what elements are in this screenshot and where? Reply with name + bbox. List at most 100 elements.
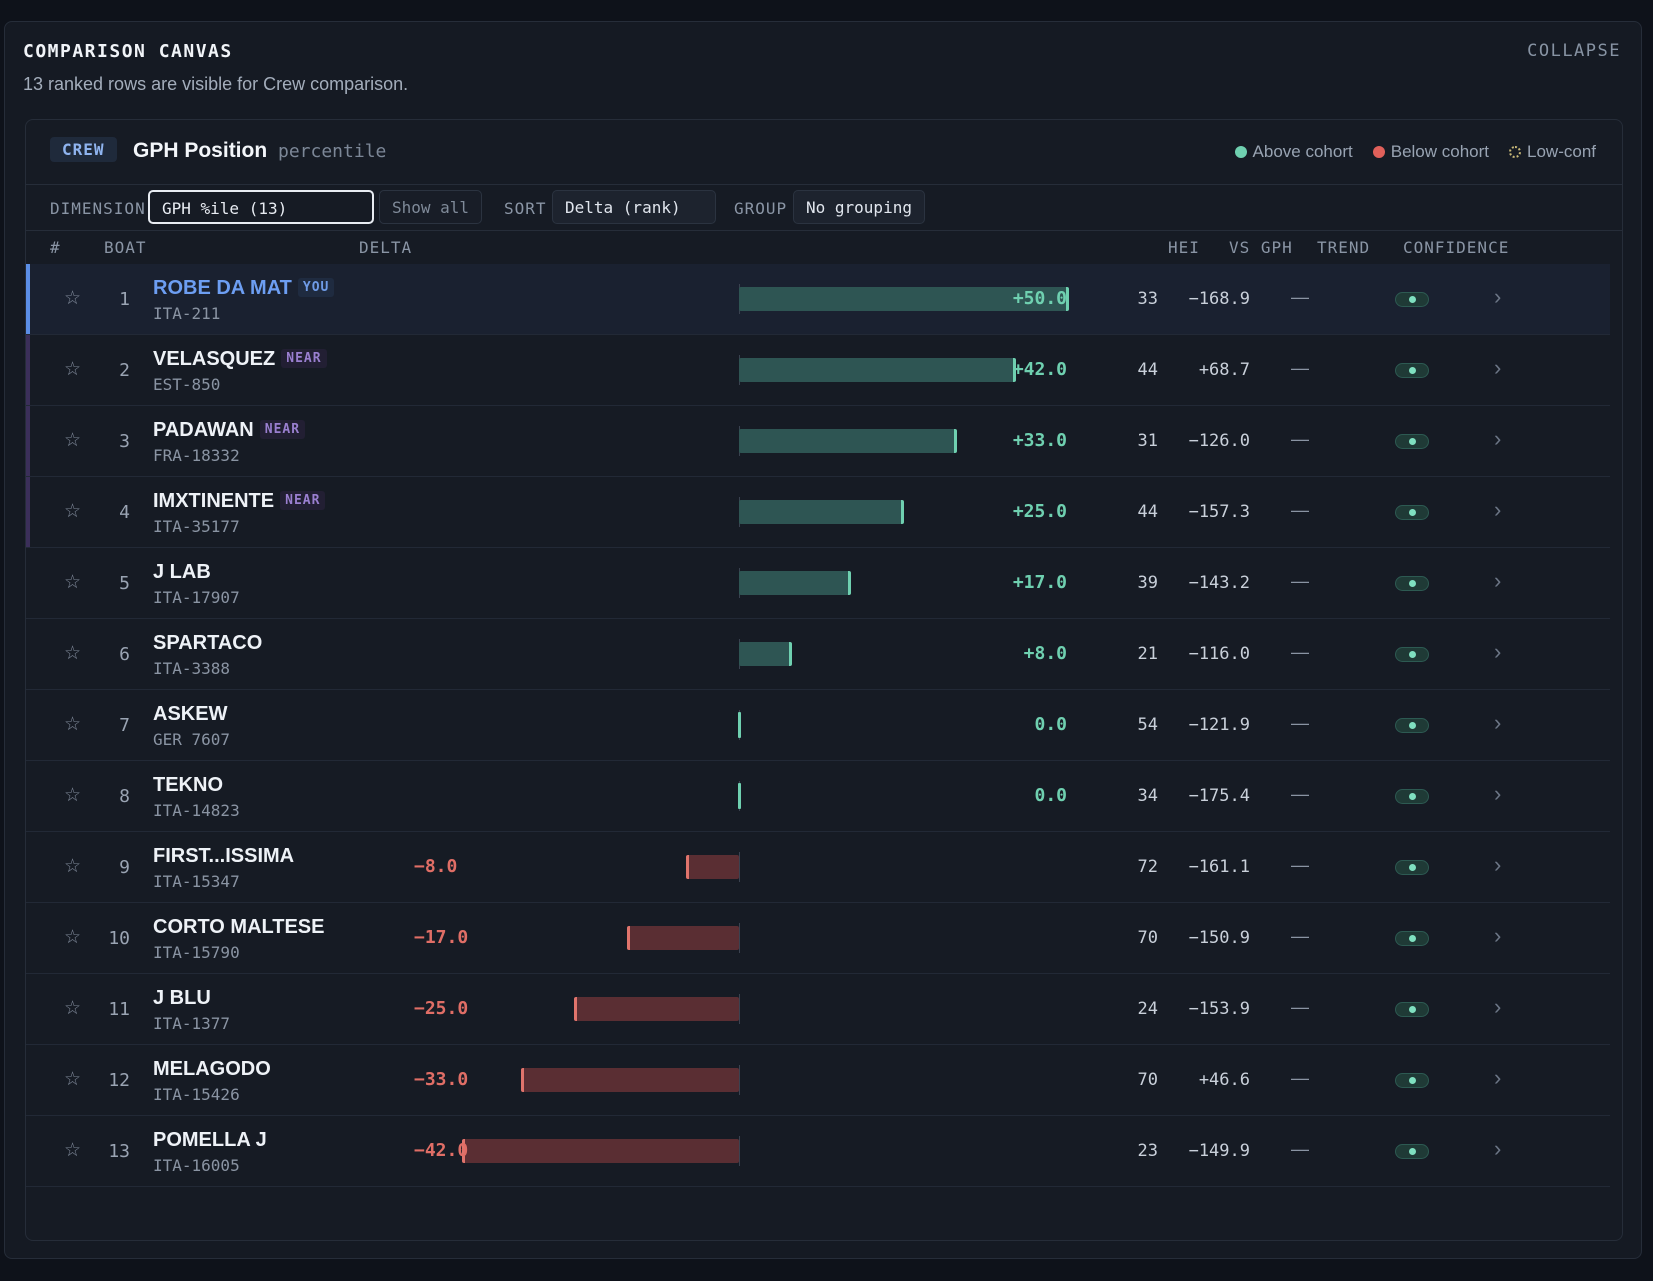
controls-bar: DIMENSION GPH %ile (13) Show all SORT De… [26, 184, 1622, 231]
sort-label: SORT [504, 199, 547, 218]
star-icon[interactable]: ☆ [64, 288, 82, 309]
delta-value: +17.0 [1012, 572, 1067, 593]
chevron-right-icon[interactable]: › [1494, 1136, 1502, 1161]
sort-select[interactable]: Delta (rank) [552, 190, 716, 224]
chevron-right-icon[interactable]: › [1494, 639, 1502, 664]
table-row[interactable]: ☆ 13 POMELLA J ITA-16005 −42.0 23 −149.9 — › [26, 1116, 1610, 1187]
panel-header: CREW GPH Position percentile Above cohor… [26, 120, 1622, 185]
vs-gph-value: −175.4 [1188, 786, 1250, 806]
table-row[interactable]: ☆ 3 PADAWAN NEAR FRA-18332 +33.0 31 −126.0 — › [26, 406, 1610, 477]
chevron-right-icon[interactable]: › [1494, 923, 1502, 948]
group-select[interactable]: No grouping [793, 190, 925, 224]
chevron-right-icon[interactable]: › [1494, 426, 1502, 451]
star-icon[interactable]: ☆ [64, 572, 82, 593]
chevron-right-icon[interactable]: › [1494, 284, 1502, 309]
table-row[interactable]: ☆ 6 SPARTACO ITA-3388 +8.0 21 −116.0 — › [26, 619, 1610, 690]
boat-name-text: POMELLA J [153, 1129, 267, 1151]
delta-value: +8.0 [1023, 643, 1067, 664]
chevron-right-icon[interactable]: › [1494, 710, 1502, 735]
row-accent [26, 477, 30, 547]
chevron-right-icon[interactable]: › [1494, 994, 1502, 1019]
boat-name-text: J BLU [153, 987, 211, 1009]
table-row[interactable]: ☆ 12 MELAGODO ITA-15426 −33.0 70 +46.6 — › [26, 1045, 1610, 1116]
chevron-right-icon[interactable]: › [1494, 781, 1502, 806]
star-icon[interactable]: ☆ [64, 714, 82, 735]
chevron-right-icon[interactable]: › [1494, 1065, 1502, 1090]
chevron-right-icon[interactable]: › [1494, 355, 1502, 380]
collapse-button[interactable]: COLLAPSE [1527, 41, 1621, 61]
above-dot-icon [1234, 146, 1247, 158]
legend-lowconf: Low-conf [1509, 142, 1596, 162]
confidence-dot-icon [1409, 864, 1416, 871]
vs-gph-value: −143.2 [1188, 573, 1250, 593]
boat-name[interactable]: POMELLA J [153, 1129, 267, 1152]
boat-name[interactable]: CORTO MALTESE [153, 916, 324, 939]
boat-name-text: ROBE DA MAT [153, 277, 292, 299]
col-trend[interactable]: TREND [1317, 238, 1371, 257]
boat-name[interactable]: J BLU [153, 987, 211, 1010]
boat-name[interactable]: PADAWAN NEAR [153, 419, 306, 442]
col-vs-gph[interactable]: VS GPH [1229, 238, 1293, 257]
chevron-right-icon[interactable]: › [1494, 568, 1502, 593]
boat-name[interactable]: TEKNO [153, 774, 223, 797]
boat-id: ITA-1377 [153, 1014, 231, 1033]
row-rank: 9 [119, 857, 130, 878]
boat-id: GER 7607 [153, 730, 231, 749]
row-rank: 4 [119, 502, 130, 523]
table-row[interactable]: ☆ 5 J LAB ITA-17907 +17.0 39 −143.2 — › [26, 548, 1610, 619]
row-rank: 10 [108, 928, 130, 949]
boat-name-text: FIRST...ISSIMA [153, 845, 295, 867]
delta-value: −17.0 [414, 927, 469, 948]
star-icon[interactable]: ☆ [64, 998, 82, 1019]
hei-value: 23 [1137, 1141, 1158, 1161]
table-row[interactable]: ☆ 2 VELASQUEZ NEAR EST-850 +42.0 44 +68.7 — › [26, 335, 1610, 406]
boat-name[interactable]: VELASQUEZ NEAR [153, 348, 327, 371]
boat-name[interactable]: J LAB [153, 561, 211, 584]
boat-name[interactable]: IMXTINENTE NEAR [153, 490, 326, 513]
vs-gph-value: −116.0 [1188, 644, 1250, 664]
dimension-select[interactable]: GPH %ile (13) [148, 190, 374, 224]
star-icon[interactable]: ☆ [64, 501, 82, 522]
boat-id: ITA-3388 [153, 659, 231, 678]
star-icon[interactable]: ☆ [64, 927, 82, 948]
table-row[interactable]: ☆ 8 TEKNO ITA-14823 0.0 34 −175.4 — › [26, 761, 1610, 832]
table-row[interactable]: ☆ 7 ASKEW GER 7607 0.0 54 −121.9 — › [26, 690, 1610, 761]
table-row[interactable]: ☆ 1 ROBE DA MAT YOU ITA-211 +50.0 33 −168.9 — › [26, 264, 1610, 335]
star-icon[interactable]: ☆ [64, 430, 82, 451]
col-delta[interactable]: DELTA [359, 238, 413, 257]
boat-tag: NEAR [280, 491, 326, 510]
chevron-right-icon[interactable]: › [1494, 852, 1502, 877]
star-icon[interactable]: ☆ [64, 643, 82, 664]
boat-name[interactable]: FIRST...ISSIMA [153, 845, 294, 868]
col-confidence[interactable]: CONFIDENCE [1403, 238, 1510, 257]
col-rank[interactable]: # [50, 238, 61, 257]
table-row[interactable]: ☆ 11 J BLU ITA-1377 −25.0 24 −153.9 — › [26, 974, 1610, 1045]
row-rank: 2 [119, 360, 130, 381]
trend-value: — [1291, 500, 1309, 520]
boat-name-text: VELASQUEZ [153, 348, 276, 370]
star-icon[interactable]: ☆ [64, 785, 82, 806]
chevron-right-icon[interactable]: › [1494, 497, 1502, 522]
show-all-button[interactable]: Show all [379, 190, 483, 224]
table-row[interactable]: ☆ 10 CORTO MALTESE ITA-15790 −17.0 70 −150.9 — › [26, 903, 1610, 974]
star-icon[interactable]: ☆ [64, 856, 82, 877]
delta-bar [574, 997, 739, 1021]
delta-baseline [739, 994, 740, 1024]
table-row[interactable]: ☆ 4 IMXTINENTE NEAR ITA-35177 +25.0 44 −157.3 — › [26, 477, 1610, 548]
delta-bar [521, 1068, 739, 1092]
group-label: GROUP [734, 199, 788, 218]
boat-name[interactable]: SPARTACO [153, 632, 262, 655]
col-boat[interactable]: BOAT [104, 238, 147, 257]
star-icon[interactable]: ☆ [64, 1069, 82, 1090]
trend-value: — [1291, 855, 1309, 875]
boat-name[interactable]: MELAGODO [153, 1058, 271, 1081]
table-row[interactable]: ☆ 9 FIRST...ISSIMA ITA-15347 −8.0 72 −161.1 — › [26, 832, 1610, 903]
col-hei[interactable]: HEI [1168, 238, 1200, 257]
boat-name[interactable]: ASKEW [153, 703, 227, 726]
trend-value: — [1291, 358, 1309, 378]
star-icon[interactable]: ☆ [64, 359, 82, 380]
star-icon[interactable]: ☆ [64, 1140, 82, 1161]
hei-value: 72 [1137, 857, 1158, 877]
boat-name[interactable]: ROBE DA MAT YOU [153, 277, 335, 300]
confidence-indicator [1395, 860, 1429, 875]
